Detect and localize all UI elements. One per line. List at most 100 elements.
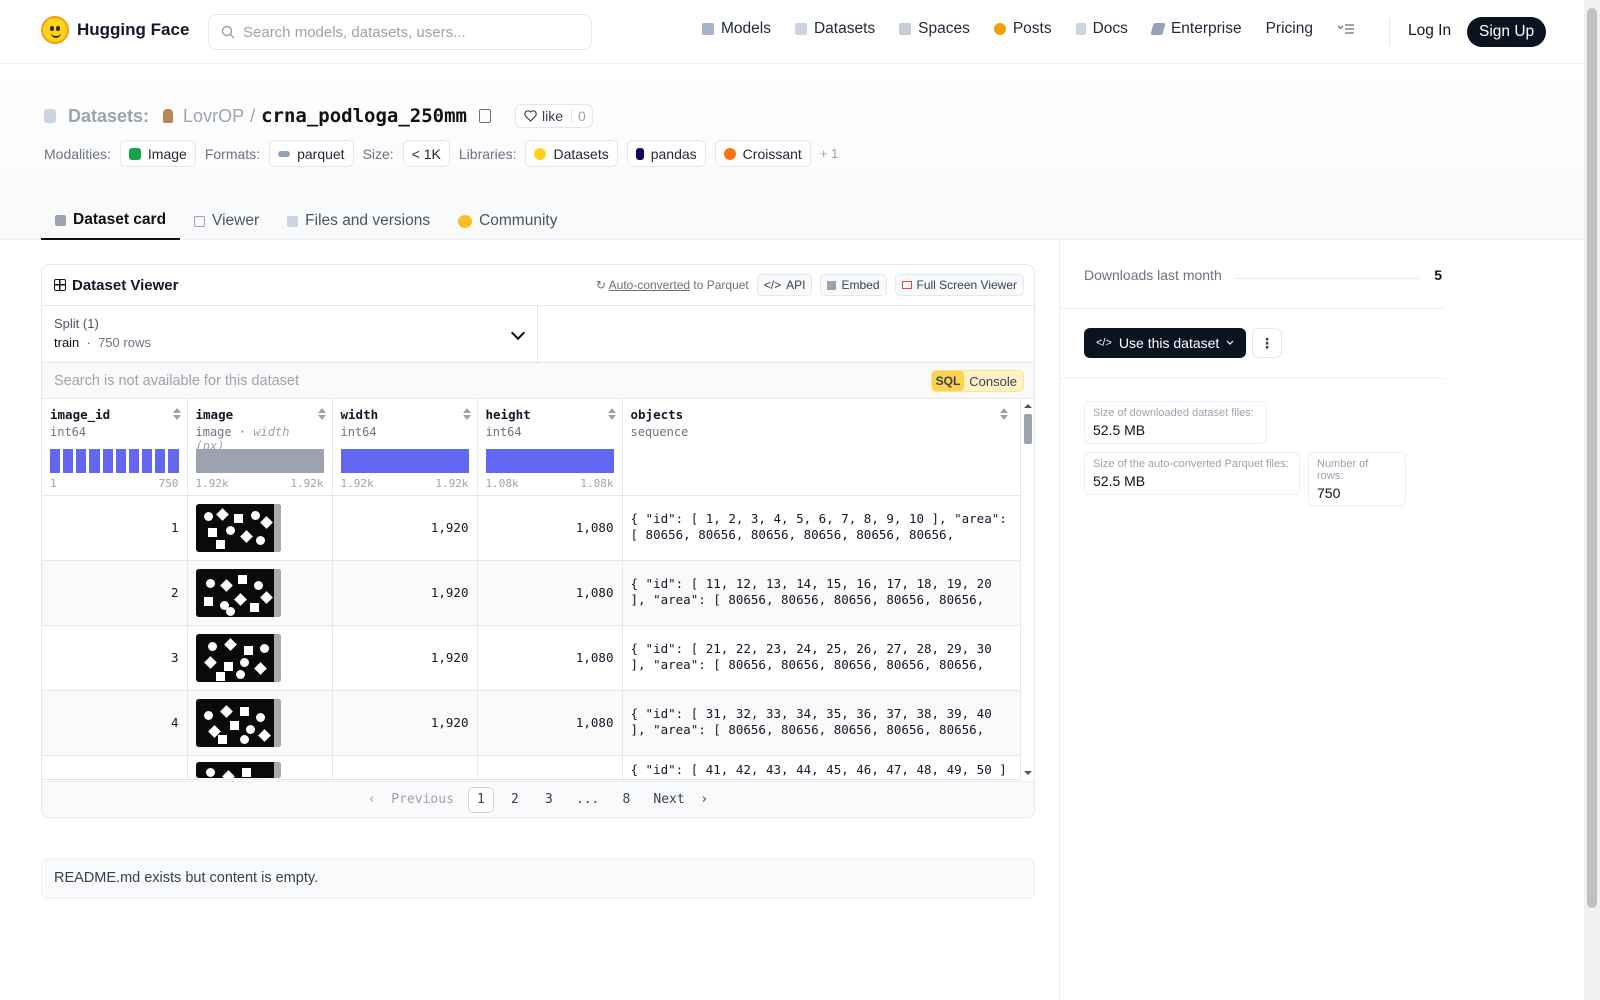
sort-icon[interactable] <box>999 408 1008 420</box>
thumbnail-edge <box>273 568 281 617</box>
tag-size[interactable]: < 1K <box>402 140 450 167</box>
cell-image[interactable] <box>187 690 333 756</box>
embed-button[interactable]: Embed <box>820 274 887 296</box>
table-icon <box>194 215 206 227</box>
embed-label: Embed <box>841 278 880 292</box>
page-2[interactable]: 2 <box>510 792 519 807</box>
copy-icon[interactable] <box>479 109 491 123</box>
column-header-image-id[interactable]: image_id int64 1 750 <box>42 399 188 496</box>
page-3[interactable]: 3 <box>544 792 553 807</box>
brand-logo[interactable]: Hugging Face <box>41 16 189 44</box>
scrollbar-thumb[interactable] <box>1024 414 1032 444</box>
column-header-width[interactable]: width int64 1.92k 1.92k <box>332 399 478 496</box>
nav-enterprise[interactable]: Enterprise <box>1150 20 1242 38</box>
tag-pandas[interactable]: pandas <box>626 140 706 167</box>
fullscreen-icon <box>901 281 912 289</box>
page-8[interactable]: 8 <box>622 792 631 807</box>
page-scrollbar-thumb[interactable] <box>1587 8 1597 908</box>
cell-image[interactable] <box>187 560 333 626</box>
tag-croissant[interactable]: Croissant <box>714 140 811 167</box>
range: 1.92k 1.92k <box>196 477 324 490</box>
nav-more-menu[interactable] <box>1337 23 1355 35</box>
auto-converted-link[interactable]: Auto-converted <box>608 278 691 292</box>
cell-image-id: 2 <box>42 560 188 626</box>
like-button[interactable]: like 0 <box>515 104 593 128</box>
nav-spaces[interactable]: Spaces <box>899 20 970 38</box>
cell-objects[interactable]: { "id": [ 31, 32, 33, 34, 35, 36, 37, 38… <box>622 690 1021 756</box>
table-row[interactable]: 1 1,920 1,080{ "id": [ 1, 2, 3, 4, 5, 6, 7… <box>42 495 1021 561</box>
search-input[interactable] <box>243 23 563 41</box>
repo-name[interactable]: crna_podloga_250mm <box>261 105 467 127</box>
next-button[interactable]: Next › <box>653 792 709 807</box>
api-button[interactable]: </> API <box>756 274 813 296</box>
table-row[interactable]: 3 1,920 1,080{ "id": [ 21, 22, 23, 24, 25,… <box>42 625 1021 691</box>
image-thumbnail[interactable] <box>195 503 281 552</box>
sort-icon[interactable] <box>172 408 181 420</box>
nav-docs[interactable]: Docs <box>1075 20 1128 38</box>
signup-button[interactable]: Sign Up <box>1467 17 1547 47</box>
tag-datasets[interactable]: Datasets <box>525 140 618 167</box>
previous-button[interactable]: ‹ Previous <box>367 792 454 807</box>
image-thumbnail[interactable] <box>195 761 281 778</box>
dataset-viewer: Dataset Viewer ↻ Auto-converted to Parqu… <box>41 264 1035 818</box>
split-selector[interactable]: Split (1) train · 750 rows <box>42 306 538 362</box>
owner-link[interactable]: LovrOP <box>183 105 245 126</box>
nav-separator <box>1389 18 1390 46</box>
column-header-objects[interactable]: objects sequence <box>622 399 1021 496</box>
objects-value: { "id": [ 11, 12, 13, 14, 15, 16, 17, 18… <box>630 575 992 610</box>
range-max: 1.92k <box>435 477 469 490</box>
sql-console-button[interactable]: SQL Console <box>930 370 1024 392</box>
histogram <box>340 449 469 473</box>
cell-image[interactable] <box>187 625 333 691</box>
cell-image[interactable] <box>187 495 333 561</box>
scroll-down-icon[interactable] <box>1023 769 1033 777</box>
section-label[interactable]: Datasets: <box>68 105 150 126</box>
cell-objects[interactable]: { "id": [ 21, 22, 23, 24, 25, 26, 27, 28… <box>622 625 1021 691</box>
image-thumbnail[interactable] <box>195 568 281 617</box>
sort-icon[interactable] <box>607 408 616 420</box>
scroll-up-icon[interactable] <box>1023 402 1033 410</box>
tag-parquet[interactable]: parquet <box>269 140 354 167</box>
use-dataset-button[interactable]: </> Use this dataset <box>1084 328 1247 358</box>
table-row[interactable]: { "id": [ 41, 42, 43, 44, 45, 46, 47, 48… <box>42 755 1021 780</box>
cell-objects[interactable]: { "id": [ 1, 2, 3, 4, 5, 6, 7, 8, 9, 10 … <box>622 495 1021 561</box>
image-thumbnail[interactable] <box>195 698 281 747</box>
thumbnail-shape <box>259 515 273 529</box>
next-label: Next <box>653 792 685 807</box>
sort-icon[interactable] <box>462 408 471 420</box>
nav-datasets[interactable]: Datasets <box>794 20 875 38</box>
nav-pricing[interactable]: Pricing <box>1266 20 1313 38</box>
column-type-value: image <box>195 425 232 439</box>
tag-image[interactable]: Image <box>119 140 196 167</box>
tab-community[interactable]: Community <box>444 202 571 240</box>
login-link[interactable]: Log In <box>1408 22 1452 39</box>
libraries-more[interactable]: + 1 <box>819 146 839 161</box>
column-type: int64 <box>340 425 377 439</box>
nav-models[interactable]: Models <box>702 20 771 38</box>
sort-icon[interactable] <box>317 408 326 420</box>
tag-croissant-label: Croissant <box>742 145 802 162</box>
stat-label: Size of downloaded dataset files: <box>1093 407 1254 419</box>
table-scrollbar[interactable] <box>1022 402 1032 777</box>
range: 1 750 <box>50 477 179 490</box>
table-row[interactable]: 4 1,920 1,080{ "id": [ 31, 32, 33, 34, 35,… <box>42 690 1021 756</box>
page-scrollbar[interactable] <box>1584 0 1600 1000</box>
stat-label: Size of the auto-converted Parquet files… <box>1093 458 1289 470</box>
more-options-button[interactable]: ⋮ <box>1252 328 1282 358</box>
fullscreen-button[interactable]: Full Screen Viewer <box>894 274 1024 296</box>
cell-objects[interactable]: { "id": [ 11, 12, 13, 14, 15, 16, 17, 18… <box>622 560 1021 626</box>
thumbnail-shape <box>215 671 225 681</box>
image-thumbnail[interactable] <box>195 633 281 682</box>
cell-image[interactable] <box>187 755 333 780</box>
cell-objects[interactable]: { "id": [ 41, 42, 43, 44, 45, 46, 47, 48… <box>622 755 1021 780</box>
tab-viewer[interactable]: Viewer <box>180 202 273 240</box>
column-header-height[interactable]: height int64 1.08k 1.08k <box>477 399 623 496</box>
tab-dataset-card[interactable]: Dataset card <box>41 202 181 240</box>
page-1[interactable]: 1 <box>467 786 494 813</box>
nav-posts[interactable]: Posts <box>993 20 1052 38</box>
size-label: Size: <box>362 145 394 162</box>
column-header-image[interactable]: image image · width (px) 1.92k 1.92k <box>187 399 333 496</box>
table-row[interactable]: 2 1,920 1,080{ "id": [ 11, 12, 13, 14, 15,… <box>42 560 1021 626</box>
tab-files[interactable]: Files and versions <box>273 202 444 240</box>
search-box[interactable] <box>208 14 592 50</box>
